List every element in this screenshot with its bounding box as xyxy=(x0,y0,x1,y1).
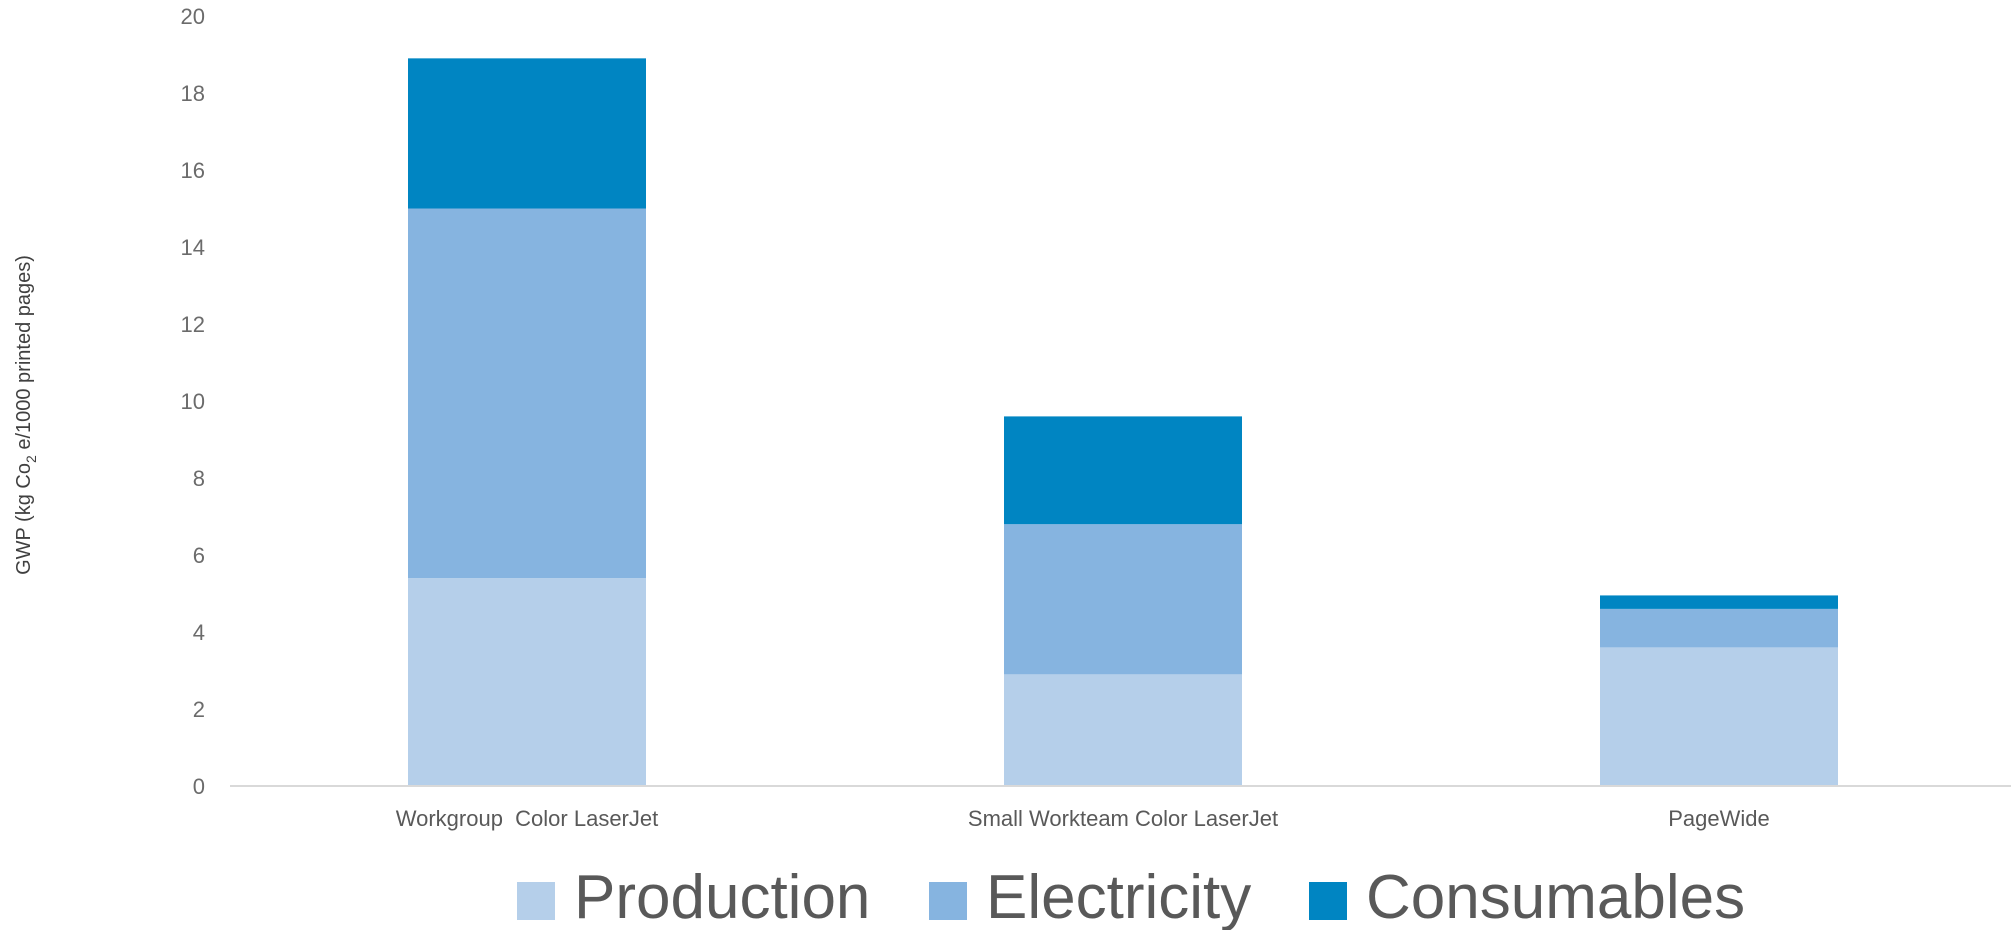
legend-swatch-consumables xyxy=(1309,882,1347,920)
y-axis-label-main: GWP (kg Co xyxy=(13,463,35,575)
bar-segment-consumables xyxy=(1600,595,1838,609)
legend-label-consumables: Consumables xyxy=(1366,863,1745,930)
y-tick-label: 18 xyxy=(181,81,205,106)
y-axis-ticks: 0 2 4 6 8 10 12 14 16 18 20 xyxy=(181,4,205,799)
bar-segment-production xyxy=(408,578,646,786)
bar-segment-production xyxy=(1600,647,1838,786)
category-label: Workgroup Color LaserJet xyxy=(396,806,659,831)
y-tick-label: 0 xyxy=(193,774,205,799)
y-tick-label: 14 xyxy=(181,235,205,260)
bars xyxy=(408,58,1838,786)
y-tick-label: 20 xyxy=(181,4,205,29)
y-tick-label: 4 xyxy=(193,620,205,645)
legend-swatch-electricity xyxy=(929,882,967,920)
bar-segment-electricity xyxy=(408,208,646,579)
y-tick-label: 6 xyxy=(193,543,205,568)
bar-segment-electricity xyxy=(1004,524,1242,675)
category-label: Small Workteam Color LaserJet xyxy=(968,806,1278,831)
bar-segment-consumables xyxy=(1004,416,1242,525)
category-labels: Workgroup Color LaserJet Small Workteam C… xyxy=(396,806,1770,831)
y-tick-label: 12 xyxy=(181,312,205,337)
legend-label-electricity: Electricity xyxy=(986,863,1251,930)
bar-segment-consumables xyxy=(408,58,646,209)
bar-segment-electricity xyxy=(1600,608,1838,648)
y-axis-label-rest: e/1000 printed pages) xyxy=(13,255,35,455)
y-tick-label: 8 xyxy=(193,466,205,491)
bar-segment-production xyxy=(1004,674,1242,786)
legend: Production Electricity Consumables xyxy=(517,863,1745,930)
y-tick-label: 2 xyxy=(193,697,205,722)
y-axis-label-subscript: 2 xyxy=(23,455,39,463)
legend-swatch-production xyxy=(517,882,555,920)
y-tick-label: 10 xyxy=(181,389,205,414)
y-axis-label: GWP (kg Co2 e/1000 printed pages) xyxy=(13,255,39,575)
legend-label-production: Production xyxy=(574,863,870,930)
category-label: PageWide xyxy=(1668,806,1770,831)
y-tick-label: 16 xyxy=(181,158,205,183)
